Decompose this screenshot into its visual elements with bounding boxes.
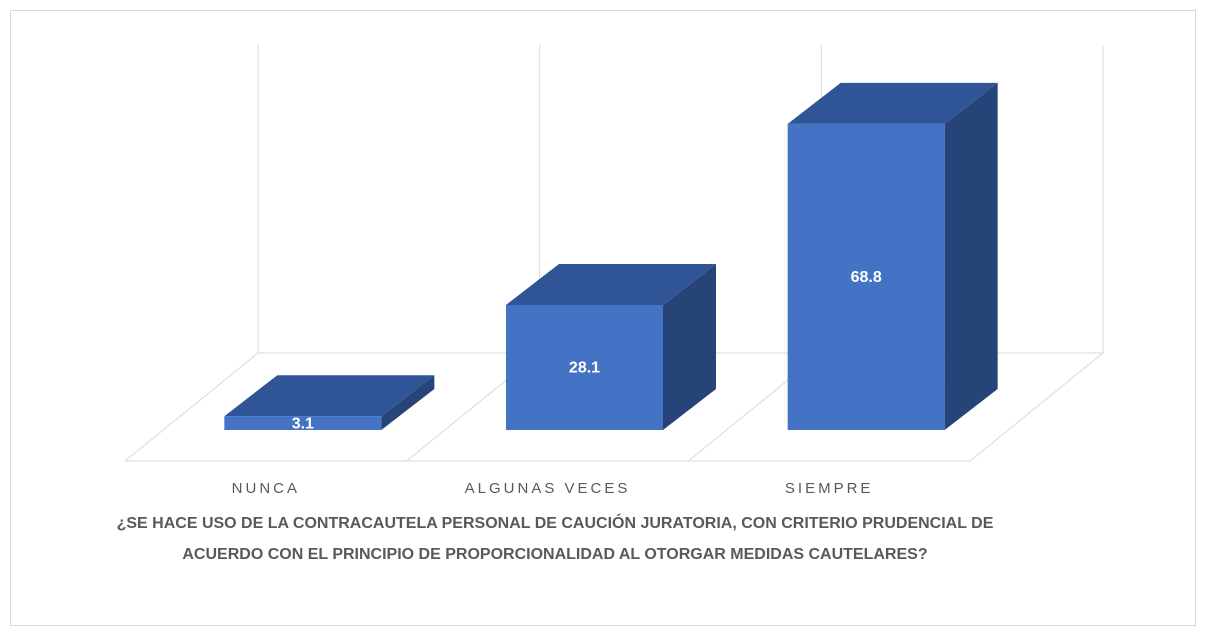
value-label: 3.1 — [292, 415, 314, 432]
chart-title: ¿SE HACE USO DE LA CONTRACAUTELA PERSONA… — [116, 515, 994, 563]
x-tick-label: SIEMPRE — [785, 480, 874, 497]
value-label: 28.1 — [569, 360, 600, 377]
bar — [506, 304, 663, 430]
bar — [787, 123, 945, 430]
chart-frame — [10, 10, 1196, 626]
x-tick-label: NUNCA — [232, 480, 300, 497]
x-tick-label: ALGUNAS VECES — [465, 480, 631, 497]
bar-side — [663, 263, 716, 430]
bar-side — [944, 82, 998, 430]
value-label: 68.8 — [851, 269, 882, 286]
bar — [224, 416, 382, 430]
bar-top — [506, 263, 716, 305]
bar-top — [224, 375, 435, 417]
bar-side — [381, 375, 435, 430]
bar-top — [787, 82, 998, 124]
